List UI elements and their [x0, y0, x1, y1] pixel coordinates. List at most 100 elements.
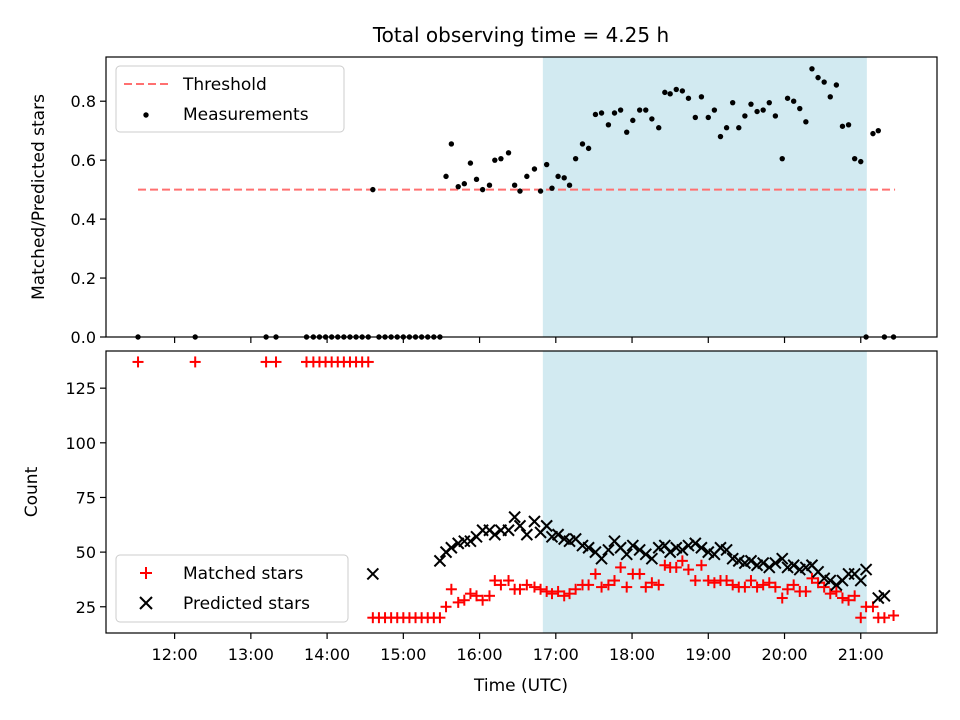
measurement-point [870, 130, 876, 137]
measurement-point [448, 141, 455, 147]
matched-star-point [558, 590, 570, 602]
measurement-point [517, 188, 523, 194]
measurement-point [692, 114, 699, 121]
measurement-point [649, 116, 655, 122]
matched-star-point [776, 592, 788, 604]
measurement-point [566, 182, 573, 188]
matched-star-point [646, 577, 658, 589]
matched-star-point [583, 579, 595, 591]
y-tick-label-bottom: 75 [76, 488, 96, 507]
measurement-point [636, 107, 643, 113]
legend-bottom: Matched stars Predicted stars [115, 554, 349, 623]
measurement-point [531, 166, 538, 172]
measurement-point [537, 188, 544, 194]
measurement-point [579, 141, 586, 147]
x-tick-label: 20:00 [761, 645, 807, 664]
matched-star-point [521, 579, 533, 591]
measurement-point [717, 133, 724, 140]
matched-star-point [546, 588, 558, 600]
matched-star-point [589, 568, 601, 580]
measurement-point [839, 123, 846, 129]
matched-star-point [609, 575, 621, 587]
matched-star-point [676, 555, 688, 567]
matched-star-point [757, 579, 769, 591]
legend-predicted-label: Predicted stars [183, 594, 310, 614]
y-tick-label-top: 0.2 [71, 269, 96, 288]
matched-star-point [570, 583, 582, 595]
measurement-point [473, 176, 480, 183]
measurement-point [443, 173, 449, 180]
measurement-point [729, 99, 736, 106]
matched-star-point [535, 583, 547, 595]
predicted-stars-series [366, 510, 891, 605]
x-tick-label: 21:00 [838, 645, 884, 664]
measurement-point [766, 99, 772, 106]
predicted-star-point [787, 559, 800, 572]
measurement-point [815, 74, 821, 81]
y-tick-label-bottom: 50 [76, 543, 96, 562]
measurement-point [779, 155, 785, 162]
measurement-point [605, 122, 612, 128]
matched-star-point [489, 575, 501, 587]
predicted-star-point [445, 541, 458, 554]
predicted-star-point [488, 528, 502, 541]
predicted-star-point [682, 539, 695, 552]
measurement-point [524, 173, 530, 180]
predicted-star-point [540, 519, 553, 533]
measurement-point [698, 94, 705, 100]
predicted-star-point [878, 589, 891, 603]
matched-star-point [836, 592, 848, 604]
measurement-point [370, 186, 376, 193]
matched-star-point [888, 610, 900, 622]
y-tick-label-bottom: 100 [65, 434, 96, 453]
matched-star-point [782, 583, 794, 595]
measurement-point [679, 88, 686, 94]
matched-star-point [843, 594, 855, 606]
legend-box-top [115, 65, 345, 133]
matched-star-point [541, 585, 553, 597]
matched-star-point [763, 577, 775, 589]
predicted-star-point [763, 561, 776, 574]
measurement-point [772, 113, 779, 119]
matched-star-point [564, 588, 576, 600]
shaded-interval-bottom [542, 351, 867, 633]
predicted-star-point [776, 552, 789, 565]
matched-star-point [445, 583, 457, 595]
matched-star-point [788, 579, 800, 591]
legend-matched-label: Matched stars [183, 564, 303, 584]
matched-star-point [855, 612, 867, 624]
matched-star-point [640, 581, 652, 593]
measurement-point [790, 98, 797, 104]
measurement-point [760, 107, 766, 113]
measurement-point [549, 185, 555, 191]
shaded-interval-top [542, 57, 867, 337]
measurement-point [585, 145, 592, 152]
measurement-point [667, 91, 673, 97]
matched-stars-series [132, 356, 900, 624]
measurement-point [821, 79, 827, 85]
matched-star-point [824, 588, 836, 600]
measurement-point [827, 94, 833, 100]
matched-star-point [528, 581, 540, 593]
matched-star-point [621, 581, 633, 593]
measurement-point [479, 186, 486, 193]
measurement-point [467, 160, 474, 166]
measurement-point [656, 125, 662, 131]
measurement-point [742, 113, 748, 119]
matched-star-point [440, 601, 452, 613]
predicted-star-point [513, 519, 527, 533]
measurement-point [555, 173, 561, 180]
y-axis-top: 0.0 0.2 0.4 0.6 0.8 [71, 92, 106, 347]
measurement-point [492, 157, 498, 163]
measurement-point [561, 175, 567, 181]
panel-ratio: 0.00.20.40.60.8 Matched/Predicted stars … [29, 56, 938, 347]
matched-star-point [695, 559, 707, 571]
matched-star-point [878, 612, 890, 624]
legend-box-bottom [115, 554, 349, 623]
panel-count: 25 50 75 100 125 12:00 13:00 14:00 15:00 16:00 17… [22, 350, 938, 696]
y-tick-label-top: 0.4 [71, 210, 96, 229]
measurement-point [705, 114, 711, 121]
matched-star-point [769, 581, 781, 593]
predicted-star-point [595, 552, 608, 565]
matched-star-point [721, 575, 733, 587]
